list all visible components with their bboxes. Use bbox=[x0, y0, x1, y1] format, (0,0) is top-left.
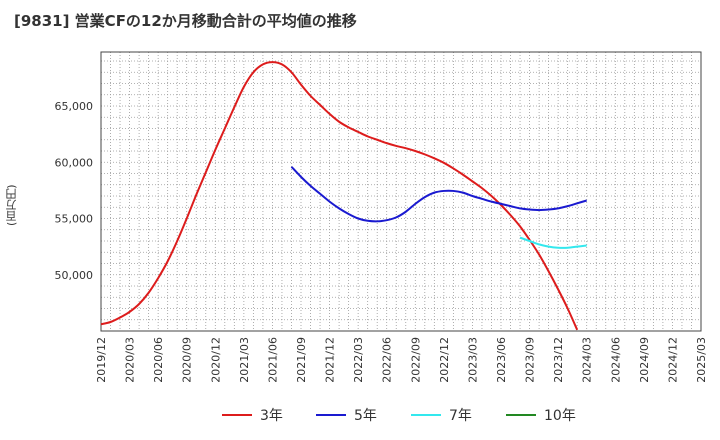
x-tick-label: 2020/06 bbox=[152, 337, 165, 383]
series-line-1 bbox=[290, 166, 587, 223]
x-tick-label: 2024/12 bbox=[666, 337, 679, 383]
legend-label: 7年 bbox=[449, 408, 472, 424]
x-tick-label: 2020/09 bbox=[181, 337, 194, 383]
x-tick-label: 2021/12 bbox=[324, 337, 337, 383]
x-tick-label: 2024/09 bbox=[638, 337, 651, 383]
x-tick-label: 2023/03 bbox=[466, 337, 479, 383]
legend-label: 3年 bbox=[260, 408, 283, 424]
x-tick-label: 2021/09 bbox=[295, 337, 308, 383]
x-tick-label: 2022/12 bbox=[438, 337, 451, 383]
legend-item: 3年 bbox=[222, 400, 283, 430]
legend-label: 5年 bbox=[354, 408, 377, 424]
legend-swatch bbox=[316, 414, 346, 416]
y-tick-label: 50,000 bbox=[55, 269, 94, 282]
legend-label: 10年 bbox=[544, 408, 576, 424]
x-tick-label: 2023/09 bbox=[524, 337, 537, 383]
x-tick-label: 2021/06 bbox=[266, 337, 279, 383]
x-tick-label: 2022/06 bbox=[381, 337, 394, 383]
x-tick-label: 2025/03 bbox=[695, 337, 708, 383]
x-tick-label: 2019/12 bbox=[95, 337, 108, 383]
x-tick-label: 2024/03 bbox=[581, 337, 594, 383]
legend-item: 7年 bbox=[411, 400, 472, 430]
x-tick-label: 2020/12 bbox=[209, 337, 222, 383]
legend: 3年 5年 7年 10年 bbox=[0, 400, 720, 430]
series-lines bbox=[100, 61, 587, 331]
y-tick-label: 65,000 bbox=[55, 100, 94, 113]
x-tick-label: 2023/06 bbox=[495, 337, 508, 383]
x-tick-label: 2021/03 bbox=[238, 337, 251, 383]
x-tick-label: 2023/12 bbox=[552, 337, 565, 383]
x-tick-label: 2024/06 bbox=[609, 337, 622, 383]
grid bbox=[101, 52, 701, 331]
legend-swatch bbox=[222, 414, 252, 416]
legend-item: 5年 bbox=[316, 400, 377, 430]
y-tick-label: 55,000 bbox=[55, 213, 94, 226]
y-axis-ticks: 50,000 55,000 60,000 65,000 bbox=[55, 100, 94, 282]
x-tick-label: 2022/09 bbox=[409, 337, 422, 383]
x-axis-ticks: 2019/12 2020/03 2020/06 2020/09 2020/12 2021/… bbox=[95, 337, 708, 383]
x-tick-label: 2022/03 bbox=[352, 337, 365, 383]
chart-title: [9831] 営業CFの12か月移動合計の平均値の推移 bbox=[14, 12, 357, 30]
y-tick-label: 60,000 bbox=[55, 156, 94, 169]
plot-frame bbox=[100, 51, 702, 332]
series-line-2 bbox=[519, 236, 587, 249]
legend-item: 10年 bbox=[506, 400, 576, 430]
legend-swatch bbox=[411, 414, 441, 416]
x-tick-label: 2020/03 bbox=[124, 337, 137, 383]
legend-swatch bbox=[506, 414, 536, 416]
